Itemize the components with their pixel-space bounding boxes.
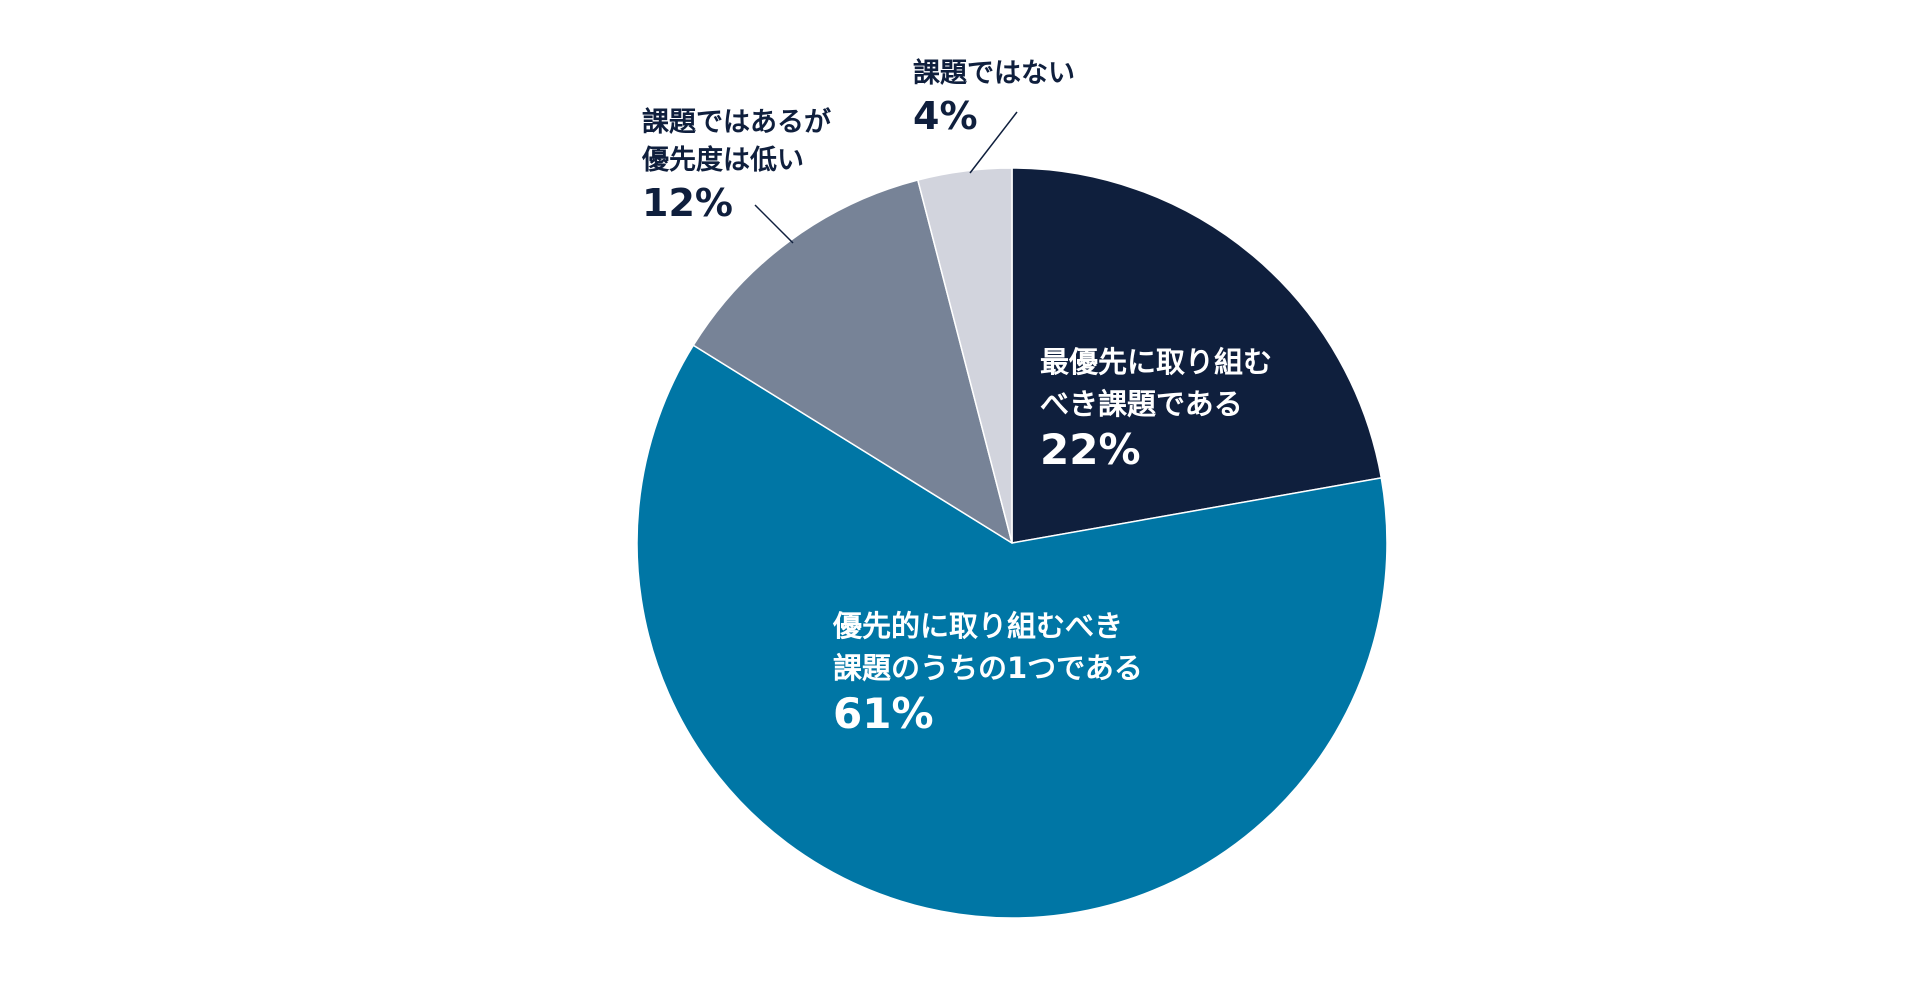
- slices-layer: [636, 167, 1388, 919]
- pie-slice-4: [917, 167, 1013, 544]
- leader-line-4: [969, 111, 1018, 174]
- pie-slice-1: [1011, 167, 1383, 544]
- slice-3-value-label: 12%: [642, 181, 733, 225]
- slice-3-label-line: 課題ではあるが: [642, 106, 831, 138]
- slice-2-value-label: 61%: [833, 689, 934, 738]
- slice-1-label-line: 最優先に取り組む: [1040, 345, 1272, 379]
- leader-lines-layer: [754, 111, 1018, 244]
- slice-2-label-line: 優先的に取り組むべき: [832, 609, 1123, 643]
- slice-4-label-line: 課題ではない: [913, 57, 1075, 89]
- slice-2-label-line: 課題のうちの1つである: [833, 651, 1143, 685]
- slice-1-value-label: 22%: [1040, 425, 1141, 474]
- leader-line-3: [754, 204, 794, 244]
- slice-1-label-line: べき課題である: [1040, 387, 1243, 421]
- slice-3-label-line: 優先度は低い: [641, 144, 804, 176]
- pie-slice-3: [692, 179, 1013, 544]
- slice-4-value-label: 4%: [913, 94, 978, 138]
- slice-label-4: 課題ではない 4%: [913, 57, 1075, 138]
- pie-slice-2: [636, 344, 1388, 919]
